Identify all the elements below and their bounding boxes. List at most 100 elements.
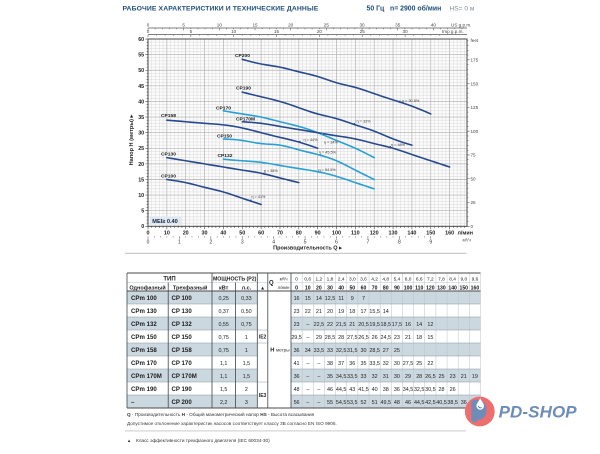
svg-text:5: 5 [182,22,185,27]
svg-text:36: 36 [294,348,300,354]
svg-text:80: 80 [296,231,302,237]
svg-text:MEI≥ 0.40: MEI≥ 0.40 [152,219,177,225]
svg-text:160: 160 [445,231,454,237]
svg-text:11: 11 [338,296,344,302]
svg-text:40: 40 [138,99,144,105]
svg-text:43: 43 [349,387,355,393]
svg-text:30: 30 [359,22,365,27]
svg-text:4,2: 4,2 [371,277,378,283]
svg-text:–: – [317,400,320,406]
svg-text:CP 170M: CP 170M [172,373,197,380]
svg-text:0: 0 [147,239,150,245]
svg-text:Однофазный: Однофазный [129,284,165,291]
svg-text:14: 14 [416,322,422,328]
svg-text:46: 46 [405,400,411,406]
svg-text:кВт: кВт [219,285,229,291]
svg-text:1,5: 1,5 [243,361,251,367]
svg-text:–: – [317,387,320,393]
svg-text:33,5: 33,5 [347,374,358,380]
svg-text:140: 140 [407,231,416,237]
svg-text:22,5: 22,5 [314,322,325,328]
svg-text:6,6: 6,6 [416,277,423,283]
svg-text:12,5: 12,5 [325,296,336,302]
svg-text:10: 10 [231,29,237,34]
svg-text:–: – [306,322,309,328]
svg-text:2: 2 [245,387,248,393]
svg-text:CP132: CP132 [218,153,233,159]
svg-text:32: 32 [383,361,389,367]
svg-text:60: 60 [361,285,367,291]
svg-text:л/мин: л/мин [458,231,473,237]
svg-text:28,5: 28,5 [369,348,380,354]
svg-text:125: 125 [471,105,479,110]
svg-text:50: 50 [349,285,355,291]
svg-text:28,5: 28,5 [325,335,336,341]
svg-text:50 Гц: 50 Гц [367,5,385,12]
svg-text:η = 44%: η = 44% [304,138,319,142]
svg-text:70: 70 [372,285,378,291]
svg-text:70: 70 [277,231,283,237]
svg-text:12: 12 [427,322,433,328]
svg-text:2,2: 2,2 [220,400,228,406]
svg-text:23: 23 [450,374,456,380]
svg-text:1,1: 1,1 [220,361,228,367]
svg-text:CP170M: CP170M [236,117,255,123]
svg-text:20: 20 [316,285,322,291]
svg-text:CP158: CP158 [161,113,176,119]
svg-text:130: 130 [437,285,446,291]
svg-text:31,5: 31,5 [347,348,358,354]
svg-text:η = 54.5%: η = 54.5% [319,168,337,172]
svg-text:1: 1 [245,348,248,354]
svg-text:30: 30 [403,29,409,34]
svg-text:26,5: 26,5 [358,335,369,341]
svg-text:28: 28 [416,374,422,380]
svg-text:1,8: 1,8 [327,277,334,283]
svg-text:40: 40 [372,387,378,393]
svg-text:32,5: 32,5 [414,387,425,393]
svg-text:CPm 132: CPm 132 [131,321,157,328]
svg-text:20: 20 [183,231,189,237]
svg-text:0: 0 [147,231,150,237]
svg-text:2: 2 [209,239,212,245]
svg-text:7,8: 7,8 [438,277,445,283]
svg-text:20,5: 20,5 [358,322,369,328]
svg-text:42,5: 42,5 [425,400,436,406]
svg-text:175: 175 [471,58,479,63]
svg-text:48: 48 [394,400,400,406]
svg-text:CP130: CP130 [161,152,176,158]
svg-text:CPm 190: CPm 190 [131,386,157,393]
svg-text:HS= 0 м: HS= 0 м [450,5,475,12]
svg-text:25: 25 [360,29,366,34]
svg-text:55: 55 [327,400,333,406]
svg-text:CP 158: CP 158 [172,347,193,354]
svg-text:η = 45.5%: η = 45.5% [319,150,337,154]
svg-text:n= 2900 об/мин: n= 2900 об/мин [390,4,441,12]
svg-text:CP 170: CP 170 [172,360,193,367]
svg-text:0,50: 0,50 [241,309,252,315]
svg-text:26: 26 [372,335,378,341]
svg-text:16: 16 [405,322,411,328]
svg-text:25: 25 [394,348,400,354]
svg-text:27: 27 [383,348,389,354]
svg-text:48: 48 [294,387,300,393]
svg-text:1,5: 1,5 [220,387,228,393]
svg-text:CPm 100: CPm 100 [131,295,157,302]
svg-text:15,5: 15,5 [369,309,380,315]
svg-text:75: 75 [471,153,477,158]
svg-text:0,33: 0,33 [241,296,252,302]
svg-text:4,8: 4,8 [382,277,389,283]
svg-text:Напор H (метры) ▸: Напор H (метры) ▸ [129,113,135,165]
svg-text:25: 25 [324,22,330,27]
svg-text:CP 132: CP 132 [172,321,193,328]
svg-text:30: 30 [394,361,400,367]
svg-text:30: 30 [327,285,333,291]
svg-text:30: 30 [360,348,366,354]
svg-text:7: 7 [367,239,370,245]
svg-text:40: 40 [338,285,344,291]
svg-text:1: 1 [178,239,181,245]
svg-text:17: 17 [360,309,366,315]
svg-text:55: 55 [138,53,144,59]
svg-text:36: 36 [349,361,355,367]
svg-text:80: 80 [383,285,389,291]
svg-text:м³/ч: м³/ч [280,276,288,281]
